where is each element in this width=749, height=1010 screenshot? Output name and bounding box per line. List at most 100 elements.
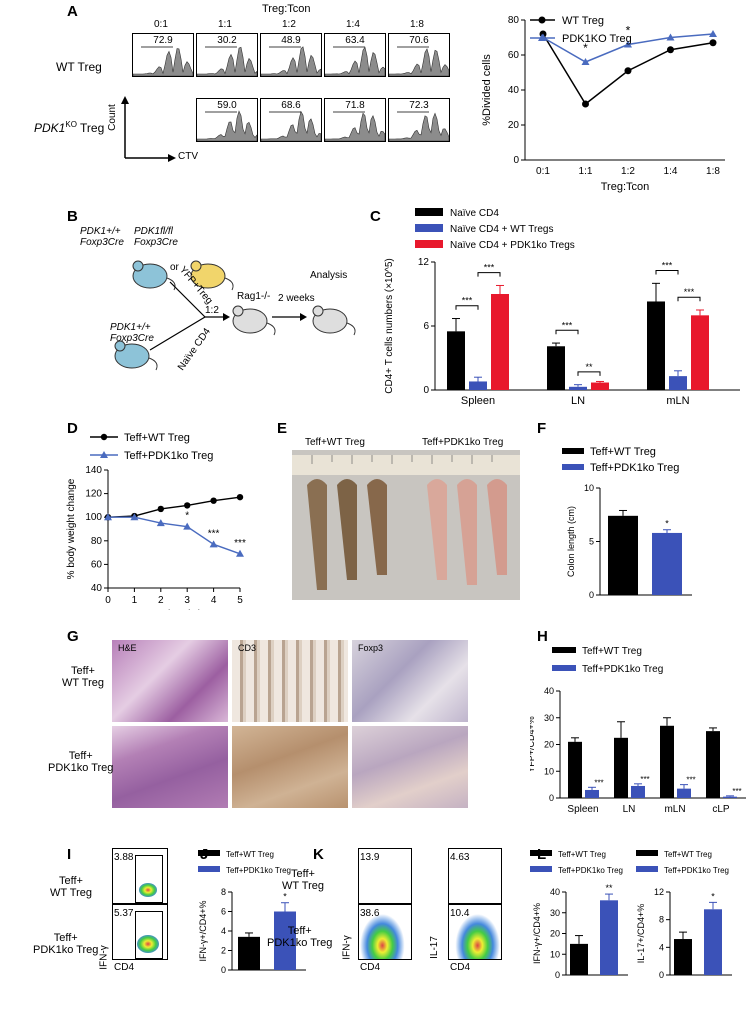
panel-letter-h: H (537, 628, 548, 645)
legend-label: Teff+PDK1ko Treg (558, 866, 623, 875)
y-tick-label: 12 (654, 887, 664, 897)
y-tick-label: 6 (221, 907, 226, 917)
histogram-wt-1: 30.2 (196, 33, 258, 77)
histology-he-ko (112, 726, 228, 808)
series-line (108, 516, 241, 555)
axis-cd4-k1: CD4 (360, 962, 381, 973)
bar (674, 939, 692, 975)
significance: * (583, 41, 588, 55)
sig-bracket (477, 272, 501, 277)
legend-label: Naïve CD4 (450, 208, 499, 219)
axis-il17-k: IL-17 (428, 936, 440, 959)
legend-swatch (636, 866, 658, 872)
flow-plot-i2 (112, 904, 168, 960)
panel-letter-e: E (277, 420, 288, 437)
panel-letter-a: A (67, 3, 78, 20)
x-tick-label: 1:2 (621, 166, 635, 177)
x-tick-label: 1:8 (706, 166, 720, 177)
chart-divided-cells: 0 20 40 60 80 0:1 1:1 1:2 1:4 1:8 Treg:Tcon %Divide… (481, 15, 725, 193)
significance: ** (605, 883, 613, 893)
y-tick-label: 80 (91, 536, 103, 547)
series-line (107, 496, 241, 518)
row-wt-treg: WT Treg (56, 60, 102, 74)
bar (568, 741, 582, 798)
y-tick-label: 0 (513, 155, 519, 166)
data-point (709, 30, 717, 37)
legend-swatch (198, 866, 220, 872)
or-label: or (170, 262, 179, 273)
flow-value-k2: 4.63 (450, 852, 470, 863)
x-tick-label: LN (571, 395, 585, 407)
panel-letter-k: K (313, 846, 324, 863)
x-tick-label: 2 (158, 595, 164, 606)
significance: *** (662, 261, 673, 271)
legend-label: Teff+PDK1ko Treg (124, 450, 213, 462)
axis-ifn-k: IFN-γ (341, 935, 353, 960)
panel-letter-f: F (537, 420, 547, 437)
histology-cd3-ko (232, 726, 348, 808)
y-tick-label: 80 (508, 15, 520, 26)
legend-label: Teff+PDK1ko Treg (664, 866, 729, 875)
flow-plot-k3 (358, 904, 412, 960)
flow-value-k1: 13.9 (360, 852, 380, 863)
histogram-ko-2: 68.6 (260, 98, 322, 142)
x-tick-label: 1:4 (664, 166, 678, 177)
significance: * (626, 24, 631, 38)
data-point (667, 46, 674, 54)
histology-foxp3-wt (352, 640, 468, 722)
legend-label: Teff+WT Treg (590, 446, 656, 458)
histogram-value: 63.4 (345, 35, 365, 46)
sig-bracket (655, 270, 679, 275)
mouse-icon-rag (232, 305, 276, 336)
y-axis-title: CD4+ T cells numbers (×10^5) (384, 258, 395, 394)
significance: * (665, 519, 669, 529)
sig-bracket (555, 329, 579, 335)
ratio-label-3: 1:4 (346, 19, 360, 30)
y-axis-title: IL-17+/CD4+% (636, 904, 646, 964)
x-tick-label: 0:1 (536, 166, 550, 177)
data-point (709, 39, 717, 47)
bar (677, 788, 691, 798)
mouse-icon-analysis (312, 305, 356, 336)
analysis-label: Analysis (310, 270, 348, 281)
chart-ifn-j: 0 2 4 6 8 * IFN-γ+/CD4+% Teff+WT Treg Teff+PDK1k… (198, 850, 306, 975)
legend-swatch (552, 647, 576, 653)
colon-legend-ko: Teff+PDK1ko Treg (422, 437, 504, 448)
histogram-ko-4: 72.3 (388, 98, 450, 142)
significance: *** (732, 787, 741, 796)
y-axis-title: YFP+/CD4+% (530, 716, 536, 773)
significance: ** (585, 362, 593, 372)
legend-label: Naïve CD4 + WT Tregs (450, 224, 553, 235)
rag-label: Rag1-/- (237, 291, 271, 302)
legend-label: WT Treg (562, 15, 604, 27)
y-tick-label: 120 (85, 489, 102, 500)
flow-value-k3: 38.6 (360, 908, 380, 919)
axis-cd4-i: CD4 (114, 962, 135, 973)
bar (691, 315, 709, 390)
legend-label: Teff+WT Treg (664, 850, 712, 859)
histogram-value: 70.6 (409, 35, 429, 46)
x-tick-label: Spleen (567, 804, 598, 815)
label-cd3: CD3 (238, 643, 257, 653)
x-axis-title: (weeks) (166, 609, 201, 610)
y-tick-label: 20 (550, 929, 560, 939)
axis-ctv: CTV (178, 151, 198, 162)
histogram-value: 48.9 (281, 35, 301, 46)
y-tick-label: 8 (659, 915, 664, 925)
bar (652, 532, 682, 595)
y-tick-label: 10 (584, 483, 594, 493)
y-tick-label: 0 (549, 793, 554, 803)
histogram-value: 72.9 (153, 35, 173, 46)
x-tick-label: Spleen (461, 395, 495, 407)
x-tick-label: 0 (105, 595, 111, 606)
mouse2-label: PDK1fl/fl Foxp3Cre (134, 226, 178, 248)
flow-plot-i1 (112, 848, 168, 904)
colon-legend-wt: Teff+WT Treg (305, 437, 365, 448)
y-tick-label: 60 (91, 559, 103, 570)
y-tick-label: 5 (589, 537, 594, 547)
histogram-wt-4: 70.6 (388, 33, 450, 77)
flow-value-k4: 10.4 (450, 908, 470, 919)
y-tick-label: 0 (423, 385, 429, 396)
y-tick-label: 40 (91, 583, 103, 594)
mouse1-label: PDK1+/+ Foxp3Cre (80, 226, 124, 248)
